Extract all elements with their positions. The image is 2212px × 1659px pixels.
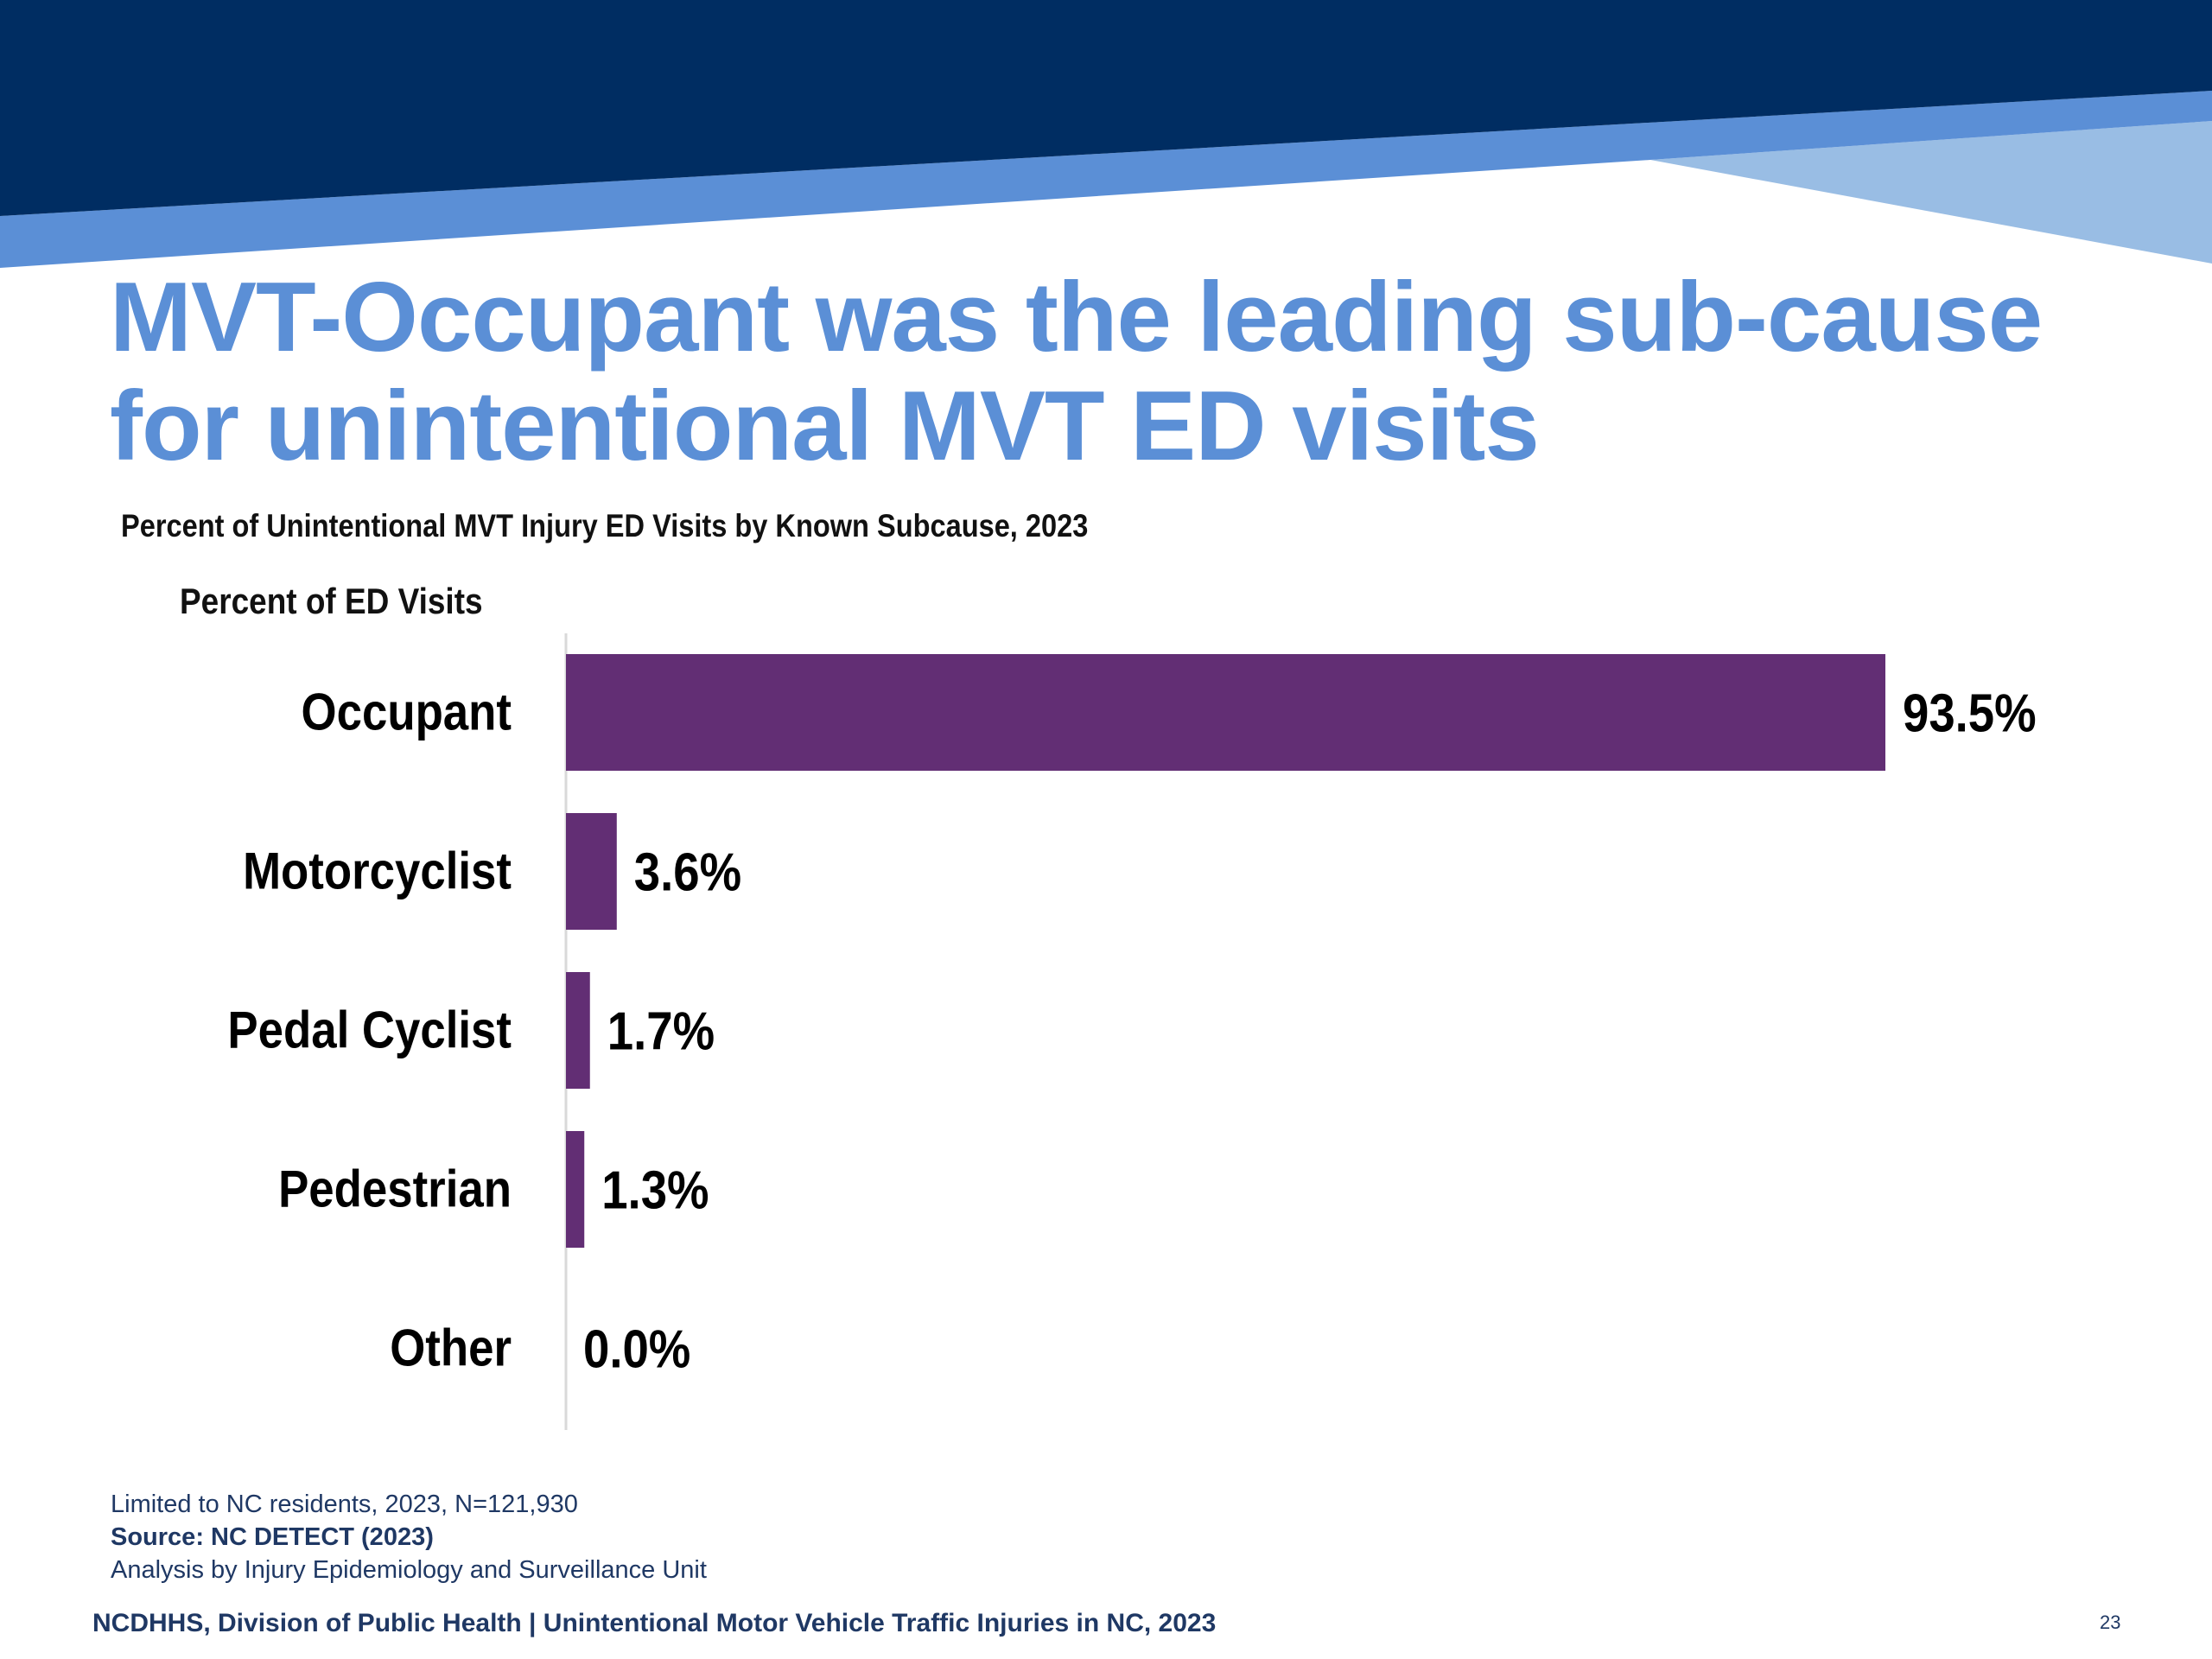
header-banner [0,0,2212,268]
axis-title: Percent of ED Visits [180,581,483,621]
bar-chart: Occupant 93.5% Motorcyclist 3.6% Pedal Cycli… [227,633,2037,1430]
source-note: Source: NC DETECT (2023) [111,1523,434,1551]
data-label: 1.3% [601,1160,709,1220]
banner-dark-band [0,0,2212,216]
bar [566,813,617,930]
slide-title-line-1: MVT-Occupant was the leading sub-cause [110,263,2043,372]
slide-footer: NCDHHS, Division of Public Health | Unin… [92,1609,1217,1637]
bar [566,1131,585,1248]
data-label: 1.7% [607,1001,715,1061]
page-number: 23 [2100,1611,2121,1633]
data-label: 0.0% [583,1319,690,1379]
category-label: Motorcyclist [243,842,512,899]
bar [566,654,1885,771]
banner-light-band [1650,121,2212,264]
category-label: Pedal Cyclist [227,1001,512,1058]
category-label: Other [390,1319,512,1376]
chart-title: Percent of Unintentional MVT Injury ED V… [121,508,1089,543]
category-label: Pedestrian [278,1160,512,1217]
analysis-note: Analysis by Injury Epidemiology and Surv… [111,1556,707,1584]
slide-title: MVT-Occupant was the leading sub-cause f… [110,264,2097,481]
category-label: Occupant [302,683,512,741]
slide-title-line-2: for unintentional MVT ED visits [110,372,1540,481]
population-note: Limited to NC residents, 2023, N=121,930 [111,1491,578,1518]
bar [566,972,590,1089]
data-label: 3.6% [634,842,741,902]
footnotes: Limited to NC residents, 2023, N=121,930… [111,1488,707,1586]
data-label: 93.5% [1903,683,2037,743]
banner-mid-band [0,91,2212,268]
